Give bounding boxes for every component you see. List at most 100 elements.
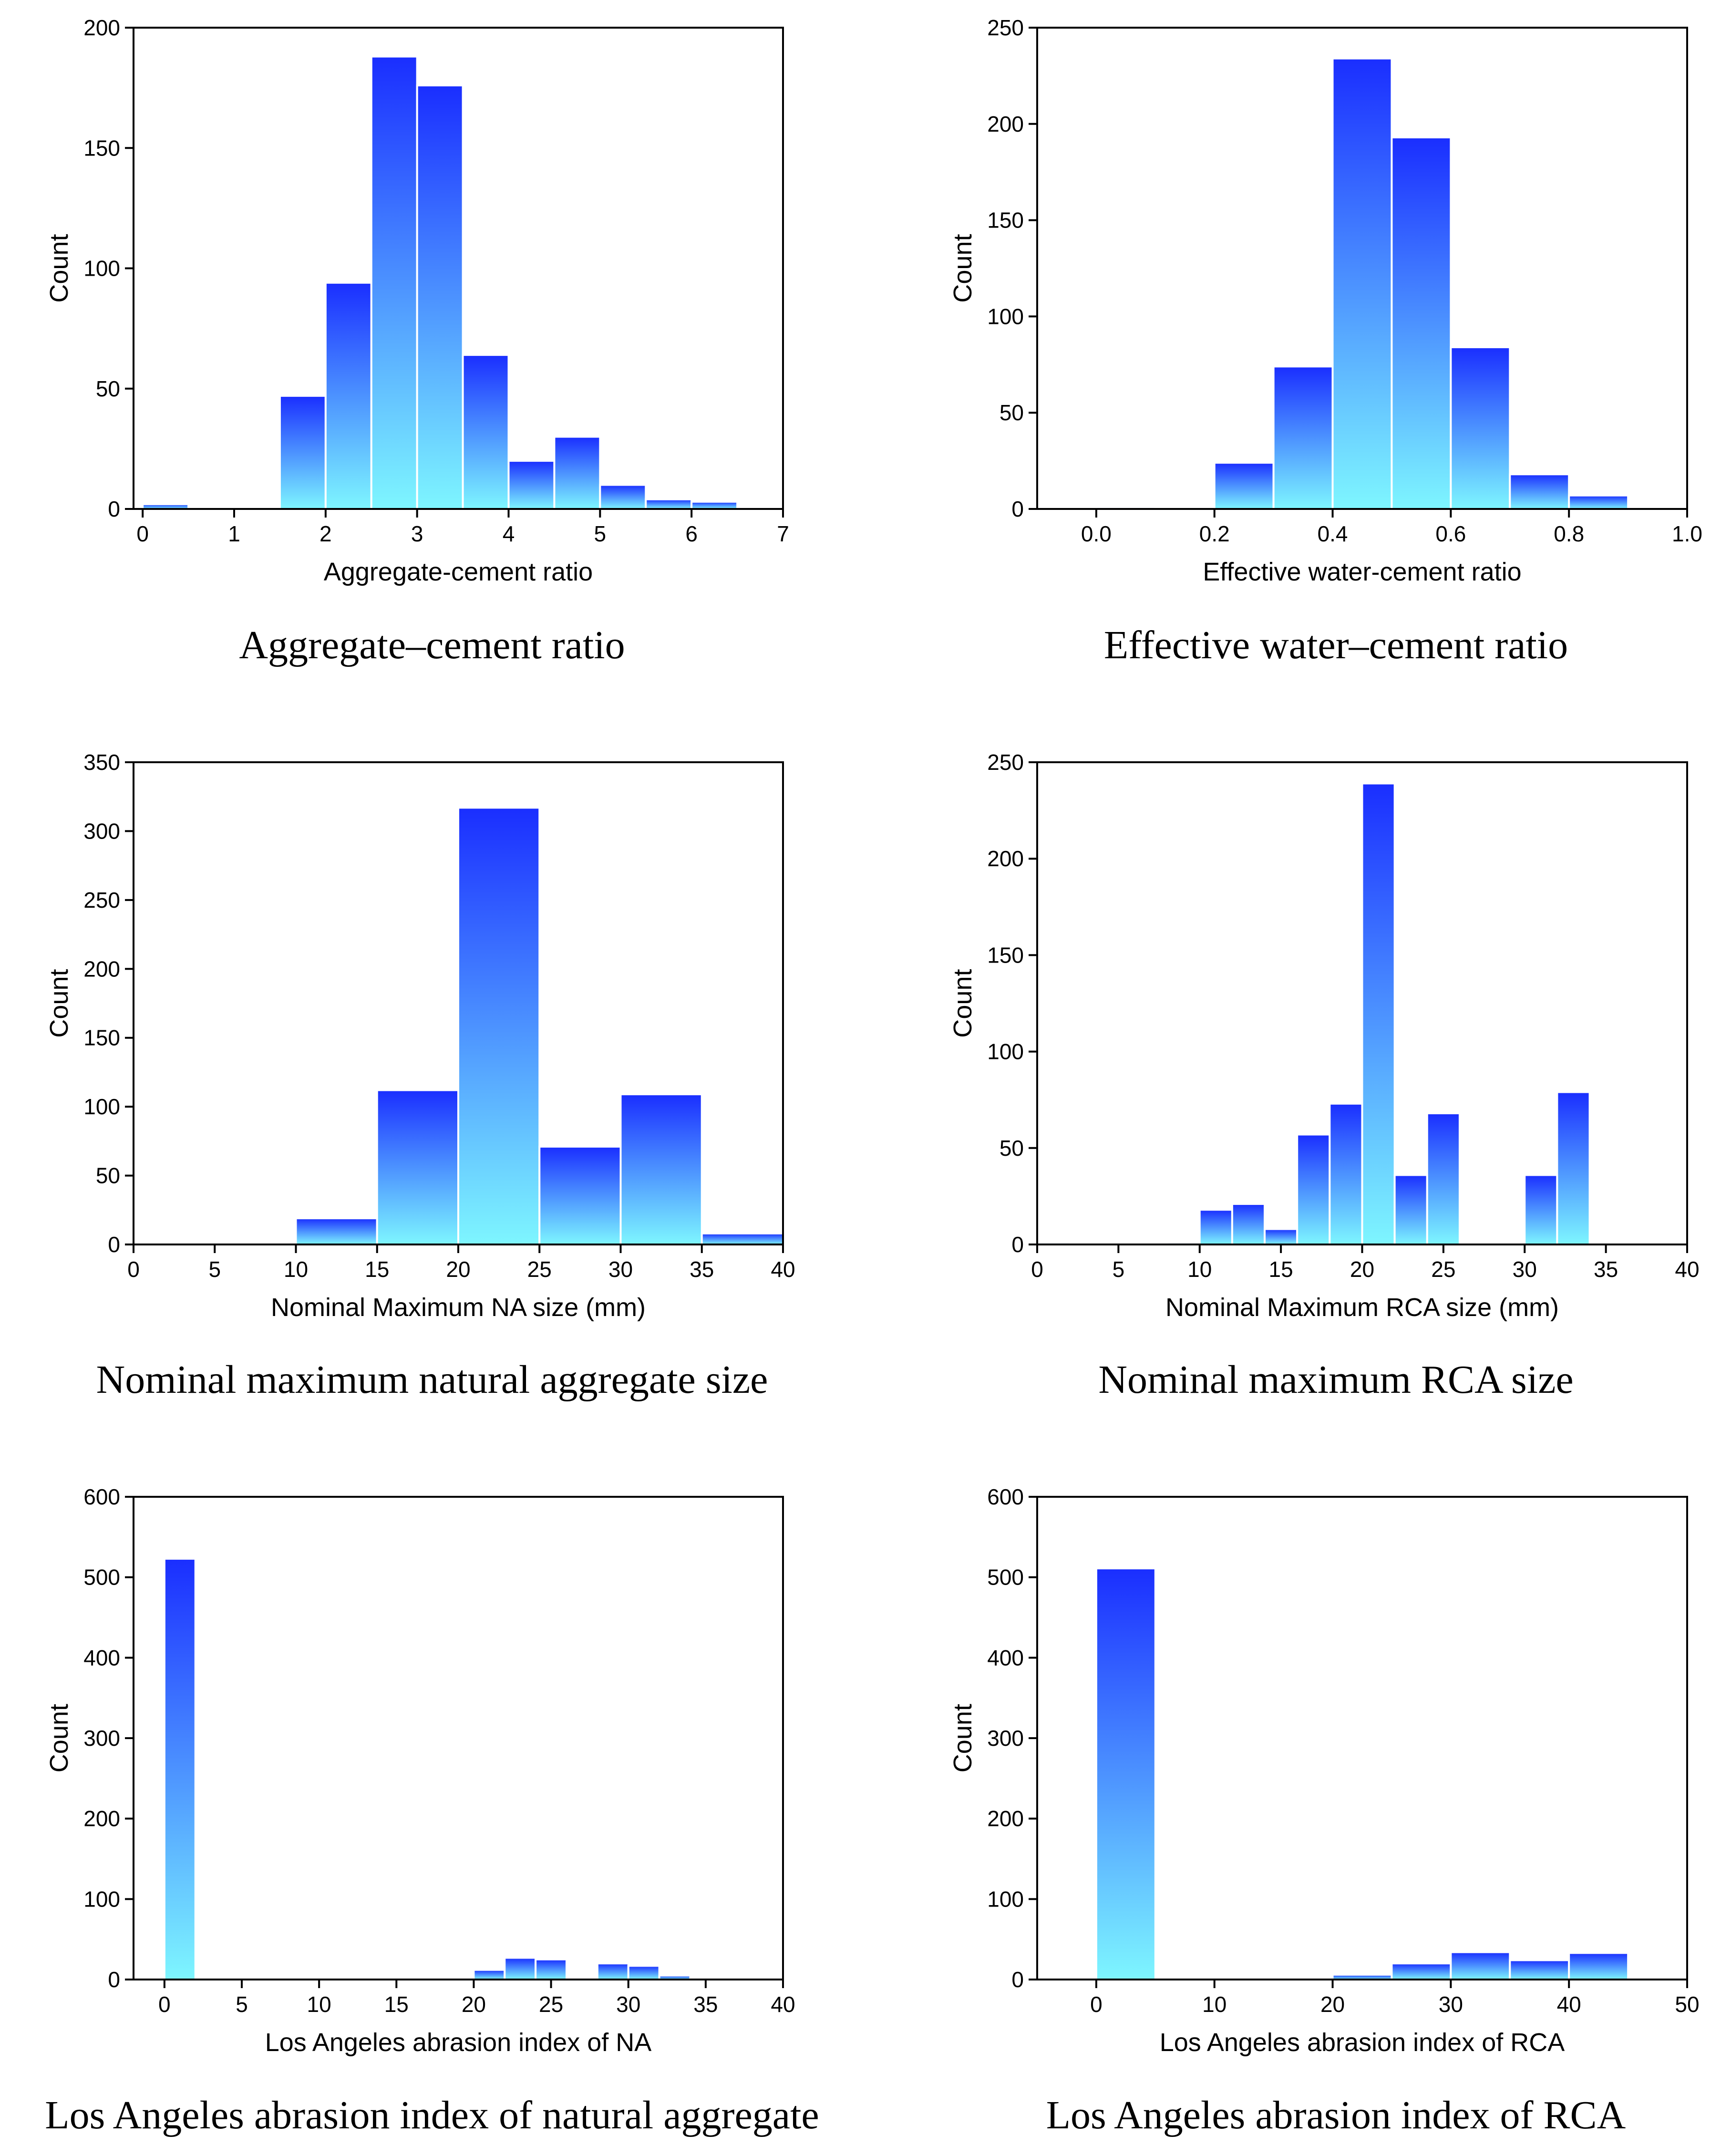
y-axis-label: Count: [948, 234, 977, 302]
y-tick-label: 150: [987, 208, 1024, 233]
y-tick-label: 500: [987, 1565, 1024, 1590]
histogram-bar: [1391, 136, 1452, 510]
x-tick-label: 20: [1320, 1992, 1345, 2017]
x-tick-label: 40: [1675, 1257, 1699, 1282]
histogram-bar: [1095, 1567, 1156, 1980]
panel-caption: Aggregate–cement ratio: [239, 623, 625, 667]
histogram-bar: [462, 354, 510, 510]
histogram-bar: [457, 807, 541, 1245]
y-tick-label: 200: [987, 1806, 1024, 1831]
histogram-bar: [1272, 365, 1334, 510]
y-tick-label: 100: [83, 1094, 120, 1119]
x-tick-label: 20: [462, 1992, 486, 2017]
histogram-bar: [473, 1969, 506, 1980]
x-tick-label: 10: [307, 1992, 331, 2017]
x-tick-label: 40: [771, 1992, 795, 2017]
x-tick-label: 35: [693, 1992, 718, 2017]
histogram-bar: [627, 1965, 660, 1980]
histogram-bar: [1568, 494, 1629, 510]
x-tick-label: 15: [365, 1257, 389, 1282]
histogram-bar: [370, 55, 418, 510]
x-tick-label: 6: [685, 521, 698, 546]
x-tick-label: 10: [1187, 1257, 1212, 1282]
y-tick-label: 200: [83, 15, 120, 40]
panel-caption: Los Angeles abrasion index of RCA: [1046, 2093, 1626, 2137]
panel-caption: Los Angeles abrasion index of natural ag…: [45, 2093, 819, 2137]
histogram-bar: [619, 1093, 703, 1246]
y-tick-label: 600: [83, 1484, 120, 1509]
x-tick-label: 0: [1031, 1257, 1043, 1282]
histogram-bar: [1361, 782, 1396, 1245]
x-tick-label: 1: [228, 521, 240, 546]
y-axis-label: Count: [45, 1704, 73, 1772]
x-axis-label: Effective water-cement ratio: [1203, 558, 1521, 586]
y-tick-label: 50: [96, 376, 120, 401]
y-tick-label: 100: [987, 1039, 1024, 1064]
x-tick-label: 5: [1113, 1257, 1125, 1282]
x-tick-label: 0.4: [1318, 521, 1348, 546]
histogram-bar: [1450, 346, 1511, 510]
histogram-bar: [324, 281, 372, 510]
x-tick-label: 30: [1439, 1992, 1463, 2017]
y-tick-label: 150: [987, 943, 1024, 967]
y-tick-label: 50: [1000, 400, 1024, 425]
x-tick-label: 0.6: [1435, 521, 1466, 546]
y-tick-label: 150: [83, 135, 120, 160]
x-tick-label: 30: [608, 1257, 633, 1282]
histogram-bar: [1426, 1112, 1461, 1246]
x-tick-label: 7: [777, 521, 789, 546]
x-tick-label: 5: [236, 1992, 248, 2017]
y-tick-label: 300: [83, 819, 120, 843]
y-tick-label: 200: [83, 1806, 120, 1831]
y-tick-label: 300: [83, 1726, 120, 1751]
x-axis-label: Aggregate-cement ratio: [324, 558, 593, 586]
x-tick-label: 0: [136, 521, 149, 546]
x-tick-label: 35: [1594, 1257, 1618, 1282]
x-tick-label: 20: [446, 1257, 470, 1282]
histogram-bar: [278, 394, 327, 510]
x-tick-label: 0.8: [1554, 521, 1584, 546]
histogram-bar: [645, 498, 693, 510]
y-tick-label: 200: [987, 846, 1024, 871]
x-tick-label: 0.0: [1081, 521, 1112, 546]
x-tick-label: 4: [503, 521, 515, 546]
histogram-bar: [504, 1957, 537, 1980]
histogram-bar: [535, 1958, 567, 1981]
histogram-bar: [599, 484, 647, 510]
panel-caption: Nominal maximum RCA size: [1098, 1358, 1573, 1402]
y-tick-label: 250: [987, 15, 1024, 40]
x-tick-label: 35: [690, 1257, 714, 1282]
y-tick-label: 100: [987, 304, 1024, 329]
y-tick-label: 100: [83, 1886, 120, 1911]
histogram-bar: [1213, 462, 1275, 510]
x-tick-label: 15: [1269, 1257, 1293, 1282]
histogram-bar: [701, 1232, 784, 1245]
x-tick-label: 10: [284, 1257, 308, 1282]
x-tick-label: 25: [1431, 1257, 1455, 1282]
histogram-panel-2: 0 50 100 150 200 250 0.0 0.2 0.4 0.6 0.8 1.0 Effecti…: [948, 15, 1702, 667]
histogram-bar: [1331, 57, 1393, 510]
x-tick-label: 30: [1513, 1257, 1537, 1282]
x-axis-label: Nominal Maximum RCA size (mm): [1165, 1293, 1559, 1322]
histogram-panel-5: 0 100 200 300 400 500 600 0 5 10 15 20 25 30 35 40 Los A…: [45, 1484, 819, 2137]
y-tick-label: 0: [108, 497, 120, 521]
x-tick-label: 0: [158, 1992, 171, 2017]
y-tick-label: 0: [1011, 1967, 1024, 1992]
histogram-bar: [1329, 1102, 1363, 1246]
y-tick-label: 200: [83, 956, 120, 981]
x-tick-label: 40: [1557, 1992, 1581, 2017]
y-axis-label: Count: [45, 969, 73, 1037]
y-tick-label: 100: [83, 256, 120, 281]
x-tick-label: 10: [1202, 1992, 1226, 2017]
x-tick-label: 40: [771, 1257, 795, 1282]
histogram-bar: [163, 1557, 196, 1980]
histogram-panel-6: 0 100 200 300 400 500 600 0 10 20 30 40 50 Los Angele…: [948, 1484, 1700, 2137]
y-tick-label: 350: [83, 750, 120, 775]
histogram-bar: [295, 1217, 378, 1246]
x-tick-label: 3: [411, 521, 423, 546]
y-tick-label: 100: [987, 1886, 1024, 1911]
y-tick-label: 400: [83, 1645, 120, 1670]
histogram-bar: [1391, 1962, 1452, 1980]
x-tick-label: 15: [384, 1992, 409, 2017]
histogram-panel-4: 0 50 100 150 200 250 0 5 10 15 20 25 30 35 40 Nominal M…: [948, 750, 1700, 1402]
